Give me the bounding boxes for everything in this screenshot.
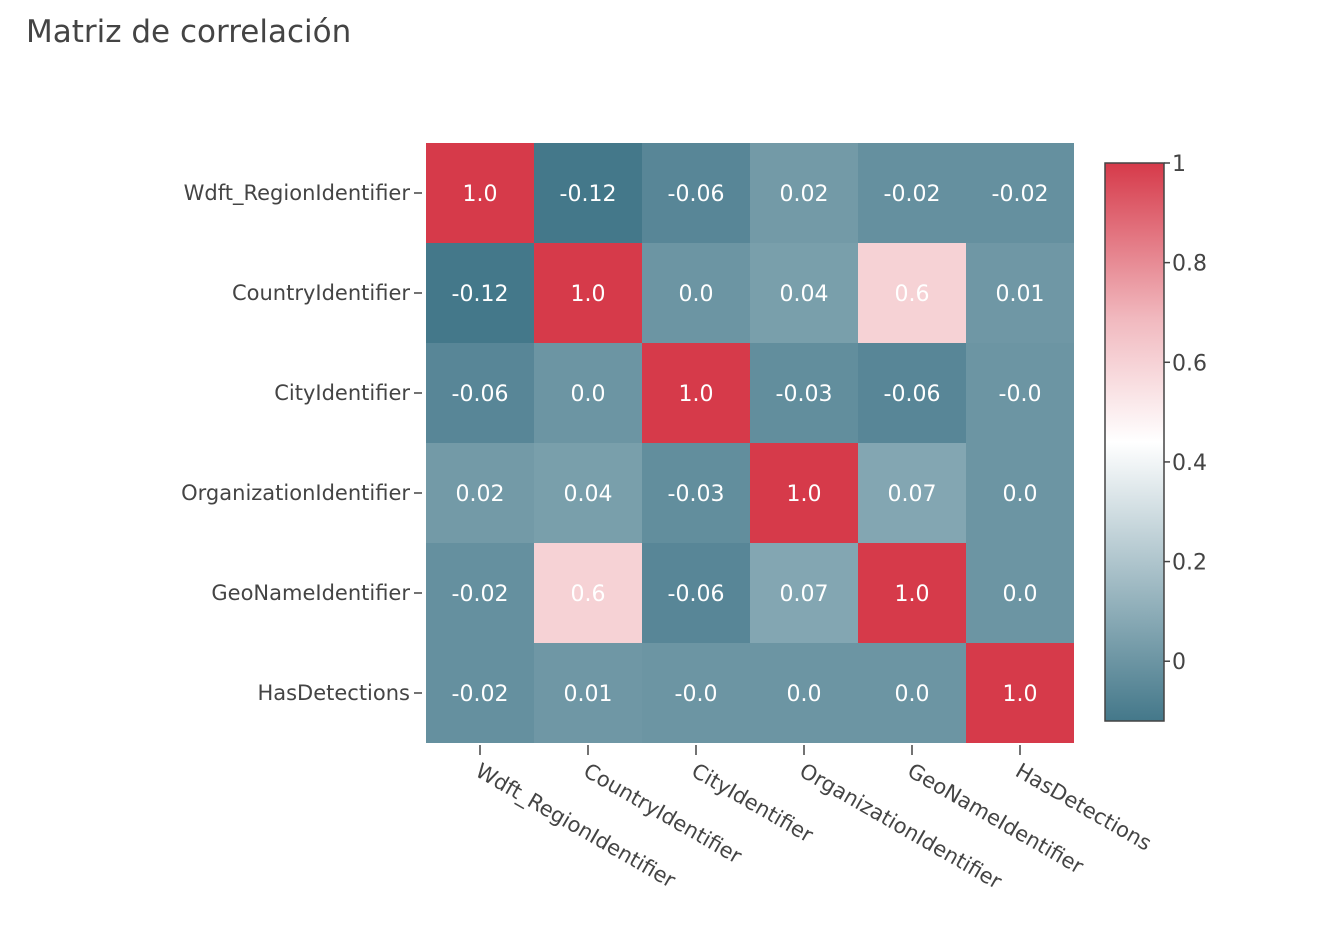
colorbar-tick-label: 1	[1172, 152, 1186, 177]
heatmap-cell-r2-c5	[966, 343, 1074, 443]
cell-label-r5-c5: 1.0	[1003, 682, 1038, 707]
heatmap-cell-r4-c3	[750, 543, 858, 643]
heatmap-cell-r3-c0	[426, 443, 534, 543]
cell-label-r5-c2: -0.0	[675, 682, 718, 707]
cell-label-r4-c3: 0.07	[780, 582, 829, 607]
y-tick-label: CityIdentifier	[274, 381, 410, 405]
heatmap-cell-r2-c4	[858, 343, 966, 443]
cell-label-r4-c5: 0.0	[1003, 582, 1038, 607]
heatmap-cell-r0-c0	[426, 143, 534, 243]
heatmap-cell-r5-c1	[534, 643, 642, 743]
cell-label-r1-c3: 0.04	[780, 282, 829, 307]
heatmap-cell-r1-c4	[858, 243, 966, 343]
heatmap-cell-r0-c5	[966, 143, 1074, 243]
heatmap-cell-r4-c2	[642, 543, 750, 643]
y-tick-label: OrganizationIdentifier	[181, 481, 410, 505]
cell-label-r0-c1: -0.12	[560, 182, 617, 207]
colorbar-tick-label: 0.4	[1172, 451, 1207, 476]
heatmap-cell-r0-c3	[750, 143, 858, 243]
cell-label-r2-c5: -0.0	[999, 382, 1042, 407]
heatmap-cell-r3-c3	[750, 443, 858, 543]
heatmap-cell-r2-c1	[534, 343, 642, 443]
cell-label-r2-c0: -0.06	[452, 382, 509, 407]
y-tick-label: GeoNameIdentifier	[211, 581, 410, 605]
x-tick-label: GeoNameIdentifier	[904, 759, 1088, 879]
heatmap-cells	[426, 143, 1074, 743]
cell-label-r5-c3: 0.0	[787, 682, 822, 707]
colorbar-tick-label: 0	[1172, 650, 1186, 675]
cell-label-r4-c0: -0.02	[452, 582, 509, 607]
cell-label-r2-c2: 1.0	[679, 382, 714, 407]
colorbar-tick-label: 0.2	[1172, 551, 1207, 576]
cell-label-r0-c5: -0.02	[992, 182, 1049, 207]
heatmap-cell-r5-c3	[750, 643, 858, 743]
y-tick-label: HasDetections	[257, 681, 410, 705]
cell-label-r5-c4: 0.0	[895, 682, 930, 707]
heatmap-cell-r0-c1	[534, 143, 642, 243]
cell-label-r1-c0: -0.12	[452, 282, 509, 307]
y-axis: Wdft_RegionIdentifier CountryIdentifier Ci…	[181, 181, 422, 705]
cell-label-r3-c0: 0.02	[456, 482, 505, 507]
cell-label-r1-c4: 0.6	[895, 282, 930, 307]
cell-label-r3-c3: 1.0	[787, 482, 822, 507]
cell-label-r1-c2: 0.0	[679, 282, 714, 307]
heatmap-cell-r5-c2	[642, 643, 750, 743]
heatmap-cell-r5-c4	[858, 643, 966, 743]
cell-label-r3-c1: 0.04	[564, 482, 613, 507]
heatmap-cell-r3-c1	[534, 443, 642, 543]
heatmap-cell-r0-c2	[642, 143, 750, 243]
heatmap-cell-r1-c0	[426, 243, 534, 343]
heatmap-cell-r1-c2	[642, 243, 750, 343]
cell-label-r2-c1: 0.0	[571, 382, 606, 407]
colorbar-gradient	[1104, 162, 1165, 722]
cell-label-r0-c4: -0.02	[884, 182, 941, 207]
cell-label-r5-c1: 0.01	[564, 682, 613, 707]
heatmap-cell-labels: 1.0 -0.12 -0.06 0.02 -0.02 -0.02 -0.12 1.0 0.0 0.…	[452, 182, 1049, 707]
x-axis: Wdft_RegionIdentifierCountryIdentifierCi…	[471, 745, 1156, 894]
heatmap-cell-r1-c1	[534, 243, 642, 343]
heatmap-cell-r2-c2	[642, 343, 750, 443]
heatmap-cell-r2-c0	[426, 343, 534, 443]
y-tick-label: CountryIdentifier	[232, 281, 410, 305]
heatmap-cell-r0-c4	[858, 143, 966, 243]
cell-label-r2-c4: -0.06	[884, 382, 941, 407]
heatmap-cell-r4-c1	[534, 543, 642, 643]
heatmap-cell-r2-c3	[750, 343, 858, 443]
cell-label-r1-c1: 1.0	[571, 282, 606, 307]
cell-label-r0-c3: 0.02	[780, 182, 829, 207]
cell-label-r0-c0: 1.0	[463, 182, 498, 207]
colorbar: 0 0.2 0.4 0.6 0.8 1	[1104, 152, 1207, 722]
cell-label-r4-c4: 1.0	[895, 582, 930, 607]
cell-label-r4-c2: -0.06	[668, 582, 725, 607]
y-tick-label: Wdft_RegionIdentifier	[184, 181, 411, 206]
cell-label-r3-c2: -0.03	[668, 482, 725, 507]
x-tick-label: OrganizationIdentifier	[796, 759, 1007, 894]
heatmap-cell-r3-c2	[642, 443, 750, 543]
heatmap-cell-r5-c5	[966, 643, 1074, 743]
cell-label-r3-c5: 0.0	[1003, 482, 1038, 507]
heatmap-cell-r3-c4	[858, 443, 966, 543]
heatmap-cell-r1-c5	[966, 243, 1074, 343]
chart-title: Matriz de correlación	[26, 14, 351, 50]
heatmap-cell-r1-c3	[750, 243, 858, 343]
cell-label-r2-c3: -0.03	[776, 382, 833, 407]
cell-label-r3-c4: 0.07	[888, 482, 937, 507]
heatmap-cell-r4-c4	[858, 543, 966, 643]
cell-label-r1-c5: 0.01	[996, 282, 1045, 307]
x-tick-label: Wdft_RegionIdentifier	[471, 759, 680, 894]
heatmap-cell-r5-c0	[426, 643, 534, 743]
cell-label-r5-c0: -0.02	[452, 682, 509, 707]
heatmap-cell-r4-c5	[966, 543, 1074, 643]
cell-label-r0-c2: -0.06	[668, 182, 725, 207]
heatmap-cell-r4-c0	[426, 543, 534, 643]
colorbar-tick-label: 0.8	[1172, 252, 1207, 277]
cell-label-r4-c1: 0.6	[571, 582, 606, 607]
colorbar-tick-label: 0.6	[1172, 351, 1207, 376]
heatmap-cell-r3-c5	[966, 443, 1074, 543]
